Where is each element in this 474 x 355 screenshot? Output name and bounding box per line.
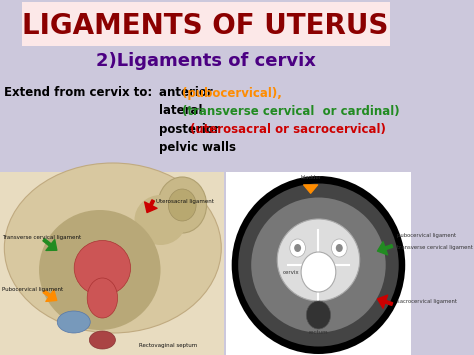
Text: Transverse cervical ligament: Transverse cervical ligament bbox=[2, 235, 81, 240]
Text: pelvic walls: pelvic walls bbox=[159, 142, 236, 154]
Text: Extend from cervix to:: Extend from cervix to: bbox=[4, 87, 157, 99]
Ellipse shape bbox=[4, 163, 221, 333]
Circle shape bbox=[290, 239, 305, 257]
Ellipse shape bbox=[87, 278, 118, 318]
Text: Pubocervical ligament: Pubocervical ligament bbox=[2, 288, 63, 293]
Text: cervix: cervix bbox=[283, 269, 299, 274]
Bar bbox=[0, 72, 411, 177]
Ellipse shape bbox=[39, 210, 161, 330]
Text: LIGAMENTS OF UTERUS: LIGAMENTS OF UTERUS bbox=[22, 12, 389, 40]
Ellipse shape bbox=[232, 176, 405, 354]
Bar bbox=[226, 172, 411, 355]
Text: pubocervical ligament: pubocervical ligament bbox=[397, 234, 456, 239]
Circle shape bbox=[331, 239, 347, 257]
Text: 2)Ligaments of cervix: 2)Ligaments of cervix bbox=[96, 52, 316, 70]
Circle shape bbox=[158, 177, 207, 233]
Bar bbox=[0, 172, 224, 355]
Circle shape bbox=[301, 252, 336, 292]
Bar bbox=[82, 46, 329, 72]
Circle shape bbox=[336, 244, 343, 252]
Circle shape bbox=[294, 244, 301, 252]
Text: Rectovaginal septum: Rectovaginal septum bbox=[139, 343, 197, 348]
Ellipse shape bbox=[74, 240, 131, 295]
Text: posterior: posterior bbox=[159, 122, 224, 136]
Ellipse shape bbox=[90, 331, 115, 349]
Text: (pubocervical),: (pubocervical), bbox=[182, 87, 282, 99]
Ellipse shape bbox=[57, 311, 90, 333]
Ellipse shape bbox=[135, 195, 187, 245]
Circle shape bbox=[306, 301, 330, 329]
Circle shape bbox=[168, 189, 196, 221]
Text: (transverse cervical  or cardinal): (transverse cervical or cardinal) bbox=[182, 104, 400, 118]
Text: anterior: anterior bbox=[159, 87, 217, 99]
Text: rectum: rectum bbox=[309, 331, 328, 335]
Text: Uterosacral ligament: Uterosacral ligament bbox=[156, 200, 214, 204]
Text: bladder: bladder bbox=[300, 175, 321, 180]
Text: transverse cervical ligament: transverse cervical ligament bbox=[397, 246, 473, 251]
Text: (uterosacral or sacrocervical): (uterosacral or sacrocervical) bbox=[190, 122, 386, 136]
Text: lateral: lateral bbox=[159, 104, 206, 118]
Ellipse shape bbox=[277, 219, 360, 301]
Ellipse shape bbox=[251, 197, 386, 333]
Bar bbox=[22, 2, 390, 46]
Text: sacrocervical ligament: sacrocervical ligament bbox=[397, 300, 456, 305]
Ellipse shape bbox=[238, 184, 399, 346]
